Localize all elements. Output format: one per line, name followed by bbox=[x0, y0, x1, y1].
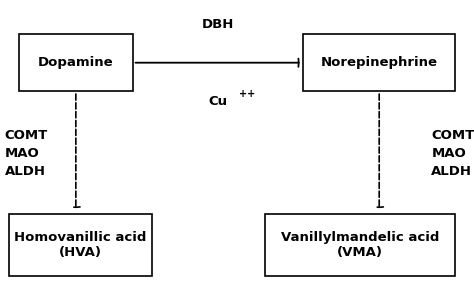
Text: Cu: Cu bbox=[209, 95, 228, 108]
FancyBboxPatch shape bbox=[265, 214, 455, 276]
Text: COMT
MAO
ALDH: COMT MAO ALDH bbox=[431, 129, 474, 178]
Text: Norepinephrine: Norepinephrine bbox=[321, 56, 438, 69]
Text: ++: ++ bbox=[239, 89, 255, 99]
Text: Dopamine: Dopamine bbox=[38, 56, 114, 69]
Text: Homovanillic acid
(HVA): Homovanillic acid (HVA) bbox=[14, 231, 147, 259]
FancyBboxPatch shape bbox=[303, 34, 455, 91]
Text: DBH: DBH bbox=[202, 18, 234, 31]
FancyBboxPatch shape bbox=[9, 214, 152, 276]
Text: COMT
MAO
ALDH: COMT MAO ALDH bbox=[5, 129, 48, 178]
Text: Vanillylmandelic acid
(VMA): Vanillylmandelic acid (VMA) bbox=[281, 231, 439, 259]
FancyBboxPatch shape bbox=[19, 34, 133, 91]
